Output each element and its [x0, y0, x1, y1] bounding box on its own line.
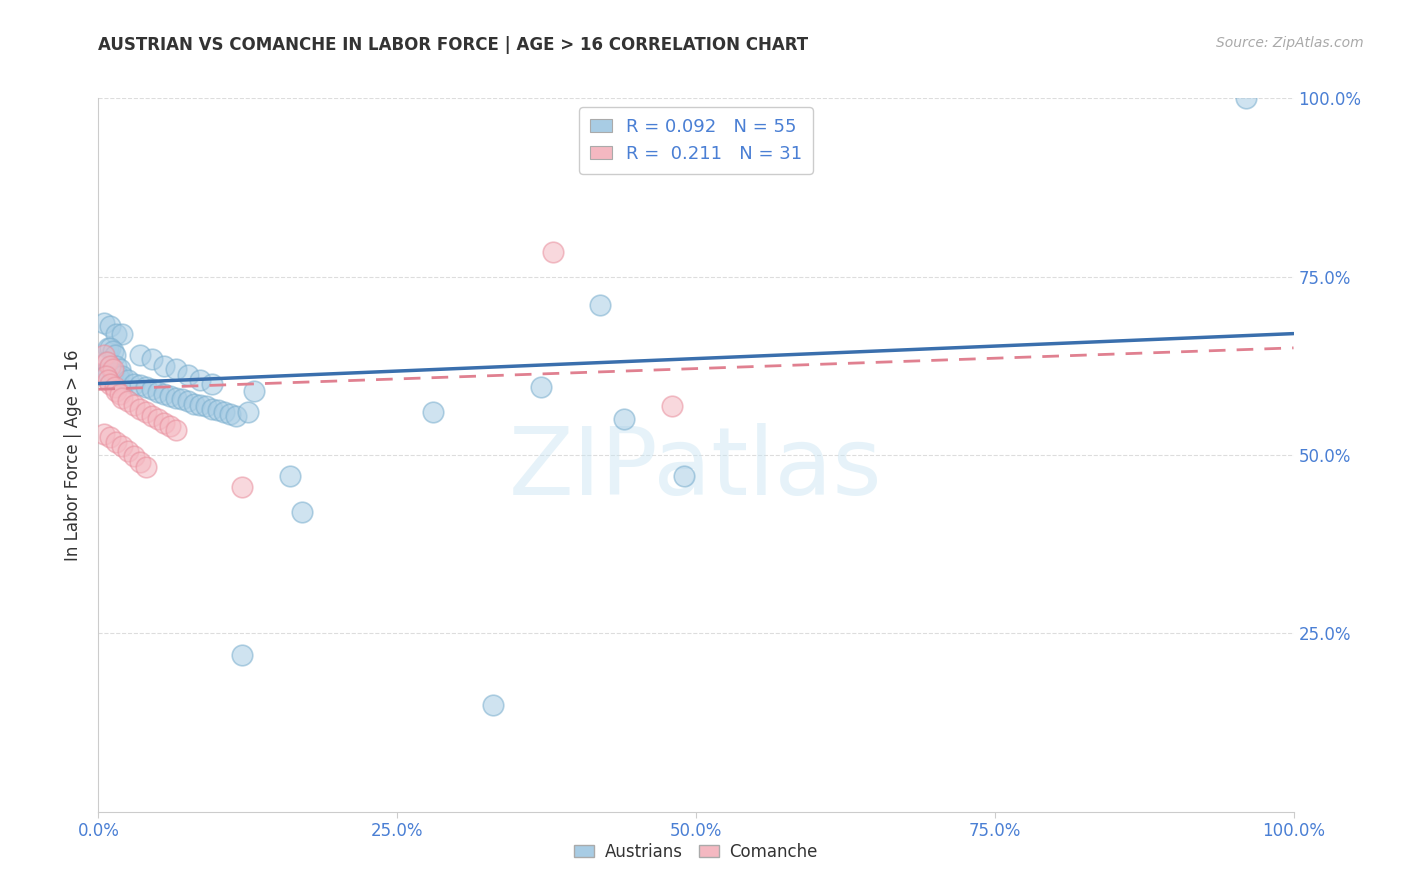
Point: [98, 359, 122, 373]
Point: [148, 412, 170, 426]
Point: [93, 426, 115, 441]
Point: [108, 362, 131, 376]
Point: [105, 435, 128, 450]
Point: [94, 369, 117, 384]
Point: [135, 380, 157, 394]
Point: [1234, 91, 1257, 105]
Point: [148, 385, 170, 400]
Point: [117, 444, 139, 458]
Point: [422, 405, 444, 419]
Point: [219, 407, 242, 421]
Point: [135, 405, 157, 419]
Point: [529, 380, 551, 394]
Point: [212, 405, 235, 419]
Legend: Austrians, Comanche: Austrians, Comanche: [568, 837, 824, 868]
Point: [93, 316, 115, 330]
Point: [481, 698, 505, 712]
Point: [159, 389, 181, 403]
Point: [98, 376, 122, 391]
Point: [207, 403, 229, 417]
Text: Source: ZipAtlas.com: Source: ZipAtlas.com: [1216, 36, 1364, 50]
Point: [94, 355, 117, 369]
Point: [141, 351, 163, 366]
Text: AUSTRIAN VS COMANCHE IN LABOR FORCE | AGE > 16 CORRELATION CHART: AUSTRIAN VS COMANCHE IN LABOR FORCE | AG…: [98, 36, 808, 54]
Y-axis label: In Labor Force | Age > 16: In Labor Force | Age > 16: [65, 349, 83, 561]
Point: [135, 460, 157, 475]
Point: [661, 400, 683, 414]
Point: [225, 409, 247, 423]
Point: [231, 648, 253, 662]
Point: [98, 359, 122, 373]
Point: [97, 366, 120, 380]
Point: [111, 439, 134, 453]
Point: [117, 373, 139, 387]
Point: [98, 430, 122, 444]
Point: [613, 412, 636, 426]
Point: [291, 505, 314, 519]
Point: [177, 368, 200, 382]
Point: [124, 376, 146, 391]
Point: [93, 366, 115, 380]
Point: [589, 298, 612, 312]
Point: [93, 348, 115, 362]
Point: [101, 344, 124, 359]
Point: [129, 401, 152, 416]
Point: [673, 469, 696, 483]
Point: [105, 326, 128, 341]
Point: [101, 366, 124, 380]
Point: [236, 405, 259, 419]
Point: [111, 326, 134, 341]
Point: [153, 416, 176, 430]
Point: [129, 348, 152, 362]
Point: [111, 369, 134, 384]
Point: [98, 319, 122, 334]
Point: [165, 391, 187, 405]
Point: [117, 394, 139, 409]
Point: [243, 384, 266, 398]
Point: [159, 419, 181, 434]
Point: [105, 384, 128, 398]
Point: [172, 392, 194, 407]
Point: [108, 387, 131, 401]
Point: [541, 244, 564, 259]
Point: [194, 400, 218, 414]
Point: [111, 391, 134, 405]
Point: [105, 359, 128, 373]
Point: [183, 396, 205, 410]
Point: [201, 401, 224, 416]
Point: [153, 359, 176, 373]
Point: [165, 423, 187, 437]
Point: [97, 341, 120, 355]
Point: [129, 455, 152, 469]
Point: [188, 373, 211, 387]
Point: [153, 387, 176, 401]
Point: [141, 409, 163, 423]
Point: [177, 394, 200, 409]
Point: [124, 450, 146, 464]
Point: [101, 362, 124, 376]
Text: ZIPatlas: ZIPatlas: [509, 423, 883, 516]
Point: [165, 362, 187, 376]
Point: [124, 398, 146, 412]
Point: [141, 382, 163, 396]
Point: [129, 378, 152, 392]
Point: [188, 398, 211, 412]
Point: [97, 373, 120, 387]
Point: [201, 376, 224, 391]
Point: [278, 469, 301, 483]
Point: [104, 348, 127, 362]
Point: [98, 341, 122, 355]
Point: [231, 480, 253, 494]
Point: [104, 380, 127, 394]
Point: [96, 355, 118, 369]
Point: [107, 369, 129, 384]
